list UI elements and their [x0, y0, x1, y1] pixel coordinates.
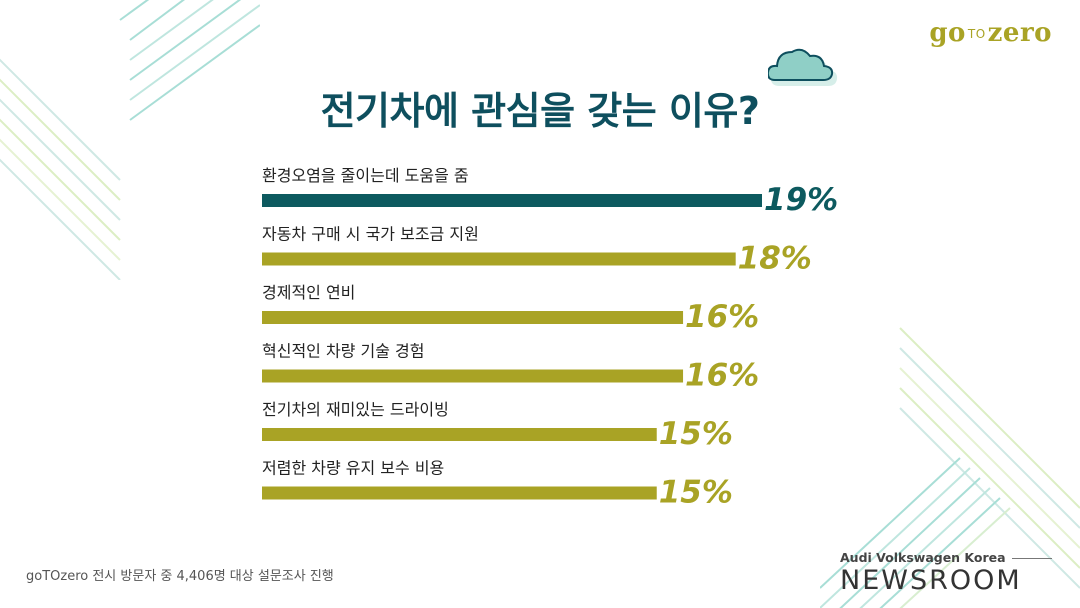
- bar: [262, 311, 684, 324]
- data-label: 16%: [685, 358, 759, 394]
- gotozero-logo: go TOzero: [929, 18, 1052, 48]
- category-label: 자동차 구매 시 국가 보조금 지원: [262, 225, 479, 244]
- decorative-stripes-bottom-right: [820, 327, 1080, 608]
- newsroom-title: NEWSROOM: [840, 565, 1022, 596]
- category-label: 혁신적인 차량 기술 경험: [262, 342, 424, 361]
- category-label: 저렴한 차량 유지 보수 비용: [262, 459, 444, 478]
- decorative-stripes-top-left: [0, 0, 260, 280]
- data-label: 16%: [685, 299, 759, 335]
- newsroom-logo: Audi Volkswagen Korea NEWSROOM: [840, 550, 1066, 594]
- newsroom-subtitle: Audi Volkswagen Korea: [840, 550, 1066, 565]
- bar: [262, 252, 736, 266]
- bar: [262, 428, 657, 441]
- chart-title: 전기차에 관심을 갖는 이유?: [320, 89, 760, 133]
- footnote: goTOzero 전시 방문자 중 4,406명 대상 설문조사 진행: [26, 569, 334, 584]
- logo-zero: zero: [987, 18, 1052, 48]
- category-label: 경제적인 연비: [262, 283, 355, 302]
- cloud-icon: [768, 48, 838, 86]
- bar: [262, 194, 762, 207]
- logo-to: TO: [967, 27, 986, 41]
- data-label: 15%: [659, 416, 733, 452]
- data-label: 19%: [764, 182, 838, 218]
- bar: [262, 486, 657, 500]
- category-label: 전기차의 재미있는 드라이빙: [262, 400, 449, 419]
- logo-go: go: [929, 18, 966, 48]
- data-label: 15%: [659, 475, 733, 511]
- data-label: 18%: [738, 241, 812, 277]
- category-label: 환경오염을 줄이는데 도움을 줌: [262, 166, 469, 185]
- bar: [262, 369, 684, 383]
